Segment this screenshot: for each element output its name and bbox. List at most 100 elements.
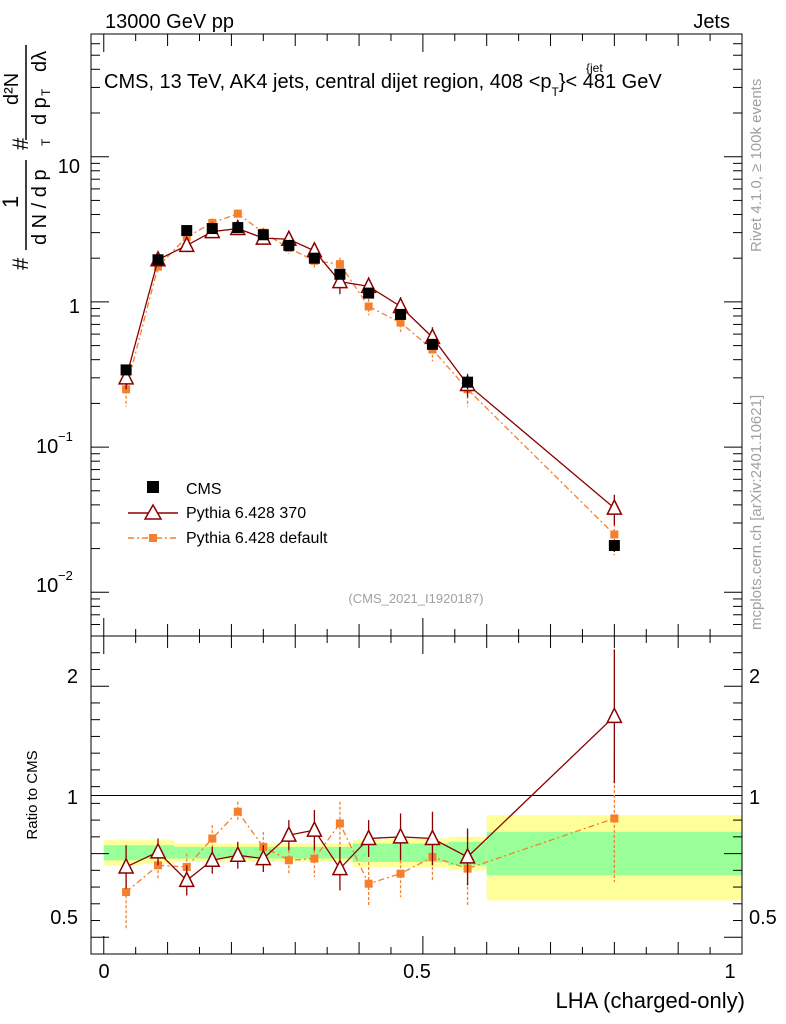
ratio-ytick-1-right: 1 bbox=[749, 787, 760, 809]
ratio-y-tick-labels: 0.5 1 2 0.5 1 2 bbox=[50, 666, 777, 929]
ratio-ytick-1-left: 1 bbox=[67, 787, 78, 809]
ylabel-hash-1: # bbox=[8, 257, 33, 270]
ylabel-T-1: T bbox=[39, 138, 53, 146]
ratio-uncertainty-bands bbox=[103, 815, 742, 901]
ratio-pythia-default-point bbox=[284, 856, 293, 865]
legend-label-cms: CMS bbox=[186, 481, 222, 498]
pythia-370-point bbox=[117, 368, 135, 385]
ylabel-one: 1 bbox=[0, 196, 23, 208]
plot-title-sub: T bbox=[552, 85, 560, 99]
cms-point bbox=[232, 222, 244, 234]
ylabel-hash-2: # bbox=[8, 137, 33, 150]
xtick-0: 0 bbox=[98, 961, 109, 983]
pythia-370-point bbox=[606, 498, 623, 515]
main-y-tick-labels: 10 1 10 −1 10 −2 bbox=[36, 156, 80, 597]
analysis-id-label: (CMS_2021_I1920187) bbox=[348, 591, 483, 606]
ratio-pythia-370-point bbox=[204, 850, 221, 868]
header-right-label: Jets bbox=[693, 11, 730, 33]
ylabel-den-dp: d p bbox=[29, 97, 51, 125]
legend-marker-pythia-370 bbox=[143, 503, 163, 520]
ratio-pythia-default-point bbox=[310, 854, 319, 863]
ratio-pythia-370-point bbox=[459, 847, 476, 864]
plot-title: CMS, 13 TeV, AK4 jets, central dijet reg… bbox=[104, 71, 662, 99]
ratio-pythia-default-point bbox=[364, 879, 373, 888]
cms-point bbox=[257, 229, 269, 241]
ratio-ytick-2-right: 2 bbox=[749, 666, 760, 688]
ratio-panel-series bbox=[117, 649, 623, 929]
main-panel-series bbox=[117, 209, 623, 556]
ratio-pythia-370-point bbox=[392, 827, 409, 844]
ratio-pythia-default-point bbox=[122, 888, 131, 897]
cms-point bbox=[608, 540, 620, 552]
legend-label-pythia-370: Pythia 6.428 370 bbox=[186, 505, 306, 522]
pythia-default-point bbox=[364, 302, 373, 311]
ylabel-den-dlambda: dλ bbox=[29, 51, 51, 72]
cms-point bbox=[426, 338, 438, 350]
xtick-0.5: 0.5 bbox=[403, 961, 431, 983]
pythia-370-line bbox=[125, 227, 615, 509]
cms-point bbox=[181, 225, 193, 237]
plot-title-main: CMS, 13 TeV, AK4 jets, central dijet reg… bbox=[104, 71, 552, 93]
ratio-pythia-370-point bbox=[149, 842, 167, 859]
ratio-pythia-default-point bbox=[208, 834, 217, 843]
ytick-0.1-exp: −1 bbox=[58, 429, 73, 444]
pythia-370-point bbox=[178, 235, 195, 253]
ratio-pythia-370-line bbox=[125, 715, 615, 882]
band-green-bin bbox=[486, 831, 742, 876]
pythia-default-point bbox=[396, 318, 405, 327]
pythia-default-point bbox=[233, 209, 242, 218]
legend-label-pythia-default: Pythia 6.428 default bbox=[186, 530, 328, 547]
ytick-0.1-base: 10 bbox=[36, 436, 58, 458]
ratio-pythia-default-point bbox=[335, 819, 344, 828]
header-left-label: 13000 GeV pp bbox=[105, 11, 234, 33]
pythia-default-point bbox=[335, 260, 344, 269]
ratio-pythia-370-point bbox=[117, 857, 135, 874]
x-tick-labels: 0 0.5 1 bbox=[98, 961, 735, 983]
cms-point bbox=[152, 254, 164, 266]
x-axis-label: LHA (charged-only) bbox=[555, 988, 745, 1013]
ylabel-numerator: d²N bbox=[1, 73, 23, 105]
ratio-pythia-370-point bbox=[606, 706, 623, 724]
ratio-pythia-370-point bbox=[178, 870, 195, 888]
mcplots-label: mcplots.cern.ch [arXiv:2401.10621] bbox=[748, 395, 765, 630]
cms-point bbox=[363, 287, 375, 299]
ratio-pythia-default-point bbox=[233, 807, 242, 816]
ytick-10: 10 bbox=[58, 156, 80, 178]
rivet-version-label: Rivet 4.1.0, ≥ 100k events bbox=[748, 79, 765, 252]
band-green-bin bbox=[103, 845, 143, 861]
ratio-ytick-0.5-left: 0.5 bbox=[50, 907, 78, 929]
ratio-axis-ticks bbox=[91, 636, 743, 954]
ratio-pythia-370-point bbox=[229, 845, 247, 863]
ratio-ytick-2-left: 2 bbox=[67, 666, 78, 688]
pythia-370-point bbox=[331, 271, 349, 289]
cms-point bbox=[206, 223, 218, 235]
cms-point bbox=[462, 376, 474, 388]
main-axis-ticks bbox=[91, 33, 743, 637]
cms-point bbox=[395, 308, 407, 320]
ratio-pythia-370-point bbox=[360, 828, 377, 846]
xtick-1: 1 bbox=[724, 961, 735, 983]
legend-marker-cms bbox=[147, 481, 159, 493]
ylabel-T-2: T bbox=[39, 88, 53, 96]
ratio-pythia-default-point bbox=[610, 814, 619, 823]
pythia-default-point bbox=[154, 262, 163, 271]
cms-point bbox=[308, 252, 320, 264]
main-y-axis-label: # 1 d N / d p T # d²N d p T dλ bbox=[0, 45, 53, 270]
ratio-pythia-370-point bbox=[331, 858, 349, 876]
ratio-ytick-0.5-right: 0.5 bbox=[749, 907, 777, 929]
ratio-pythia-default-point bbox=[396, 869, 405, 878]
cms-point bbox=[334, 268, 346, 280]
plot-title-rest: }< 481 GeV bbox=[559, 71, 663, 93]
ratio-pythia-370-point bbox=[424, 828, 441, 846]
ratio-pythia-370-point bbox=[306, 820, 323, 837]
ytick-1: 1 bbox=[69, 296, 80, 318]
plot-title-superscript: {jet bbox=[586, 61, 603, 75]
legend: CMS Pythia 6.428 370 Pythia 6.428 defaul… bbox=[128, 481, 328, 547]
ratio-pythia-370-point bbox=[280, 825, 298, 842]
legend-marker-pythia-default bbox=[149, 534, 157, 542]
band-green-bin bbox=[173, 846, 200, 859]
ratio-pythia-370-point bbox=[255, 848, 272, 866]
ratio-y-axis-label: Ratio to CMS bbox=[24, 750, 41, 839]
ytick-0.01-base: 10 bbox=[36, 575, 58, 597]
